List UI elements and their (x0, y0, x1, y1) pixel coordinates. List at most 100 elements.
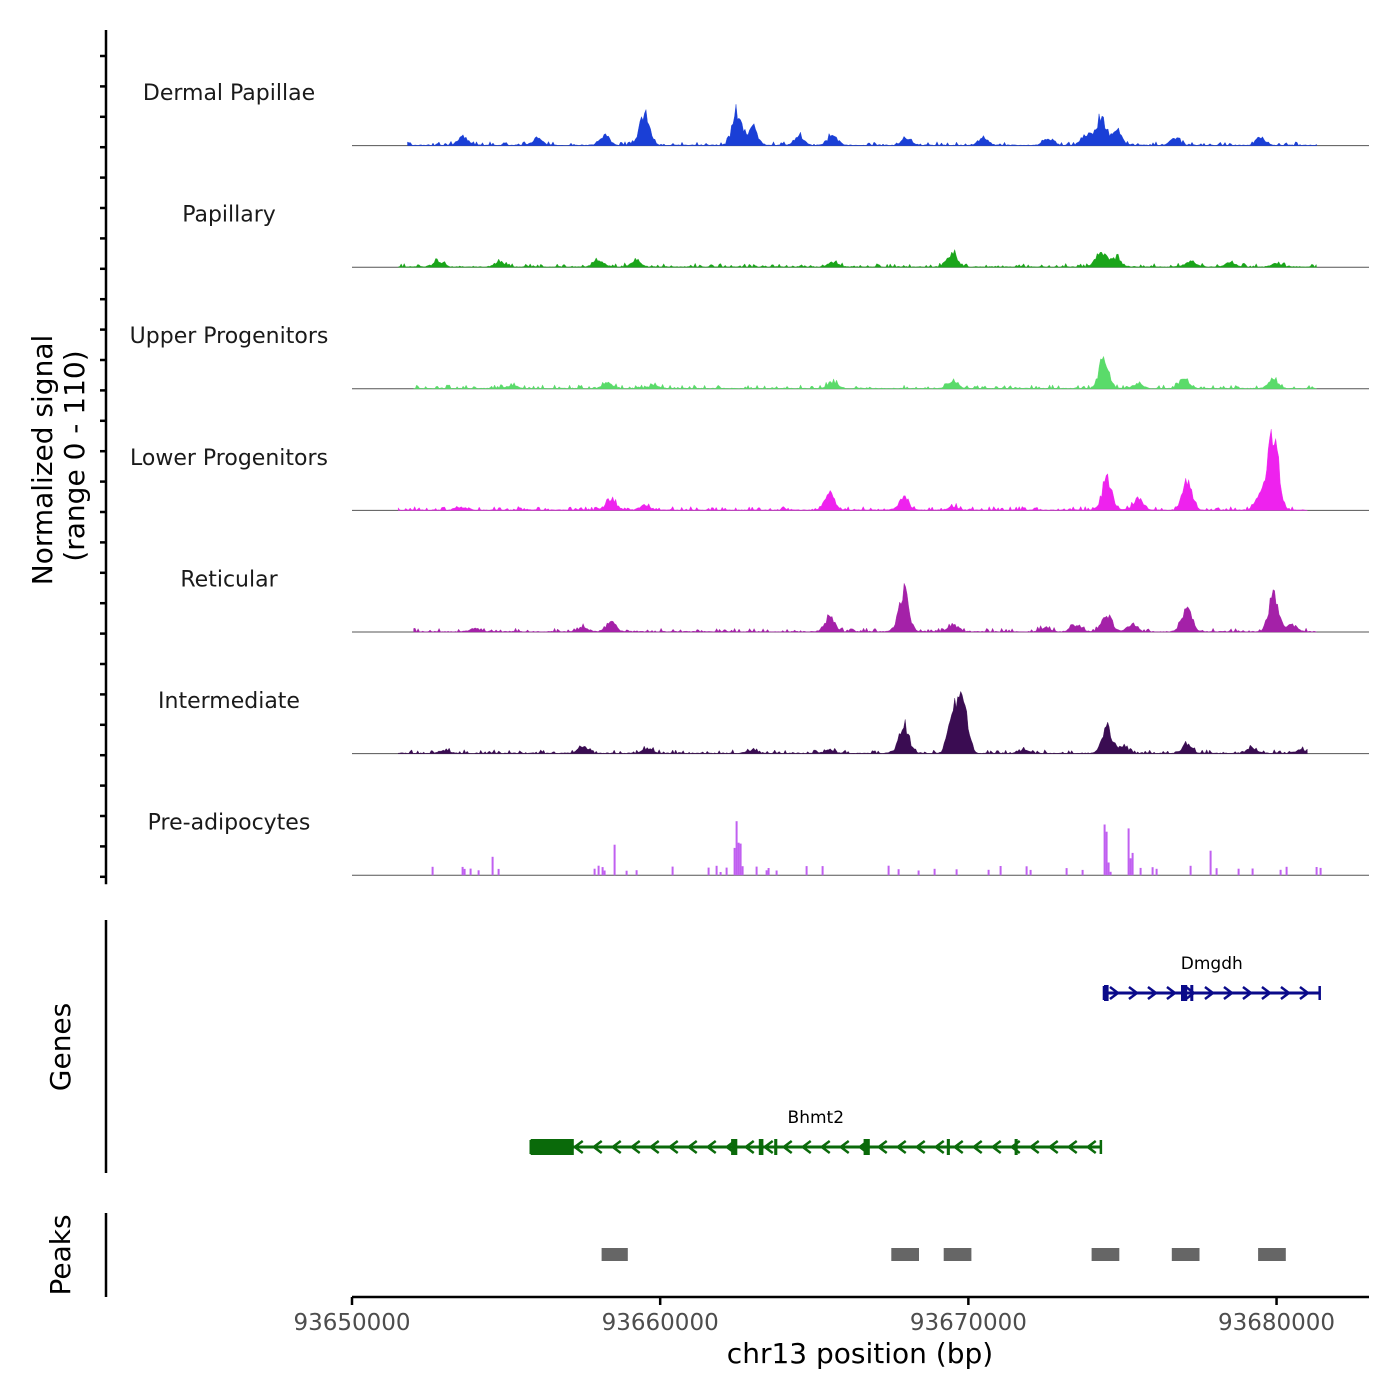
track-label: Reticular (180, 567, 278, 592)
genes-panel-label: Genes (44, 1003, 77, 1091)
peak-region (891, 1248, 919, 1261)
exon (758, 1139, 764, 1155)
strand-arrow (705, 1140, 717, 1154)
track-lower-progenitors: Lower Progenitors (130, 429, 1369, 511)
signal-bar (999, 866, 1002, 876)
strand-arrow (876, 1140, 888, 1154)
x-tick-label: 93650000 (293, 1310, 410, 1336)
signal-bar (775, 870, 778, 876)
gene-models: Dmgdh Bhmt2 (529, 954, 1321, 1155)
x-tick-label: 93670000 (910, 1310, 1027, 1336)
strand-arrow (1204, 986, 1216, 1000)
signal-bar (671, 866, 674, 876)
peak-region (943, 1248, 972, 1261)
signal-bar (491, 856, 494, 876)
signal-area (398, 248, 1317, 268)
exon (946, 1139, 950, 1155)
signal-bar (1319, 867, 1322, 876)
signal-bar (1155, 868, 1158, 876)
exon (530, 1139, 574, 1155)
signal-bar (497, 868, 500, 876)
signal-y-axis (100, 30, 108, 885)
signal-bar (461, 866, 464, 876)
strand-arrow (838, 1140, 850, 1154)
strand-arrow (1028, 1140, 1040, 1154)
track-label: Papillary (182, 203, 276, 228)
gene-dmgdh: Dmgdh (1102, 954, 1321, 1001)
track-reticular: Reticular (180, 567, 1369, 633)
signal-bar (739, 843, 742, 876)
exon (731, 1139, 738, 1155)
signal-bar (821, 866, 824, 876)
signal-bar (613, 844, 616, 876)
exon (1014, 1139, 1018, 1155)
track-label: Pre-adipocytes (148, 811, 311, 836)
signal-bar (1025, 866, 1028, 876)
strand-arrow (743, 1140, 755, 1154)
strand-arrow (762, 1140, 774, 1154)
signal-bar (955, 869, 958, 876)
track-intermediate: Intermediate (158, 689, 1369, 755)
signal-bar (1105, 831, 1108, 876)
strand-arrow (686, 1140, 698, 1154)
peak-regions (601, 1248, 1286, 1261)
peaks-panel-label: Peaks (44, 1214, 77, 1295)
signal-bar (897, 869, 900, 876)
peak-region (1258, 1248, 1286, 1261)
x-axis-ticks: 93650000 93660000 93670000 93680000 (293, 1297, 1335, 1336)
signal-bar (1129, 858, 1132, 876)
signal-bar (1285, 866, 1288, 876)
strand-arrow (1242, 986, 1254, 1000)
strand-arrow (1066, 1140, 1078, 1154)
y-axis-title-line1: Normalized signal (26, 335, 59, 586)
strand-arrow (990, 1140, 1002, 1154)
exon (1104, 985, 1109, 1001)
signal-bar (1189, 865, 1192, 876)
signal-bar (1127, 828, 1130, 876)
peak-region (601, 1248, 628, 1261)
exon (774, 1139, 778, 1155)
exon (1190, 985, 1194, 1001)
strand-arrow (667, 1140, 679, 1154)
signal-bar (1279, 869, 1282, 876)
track-label: Dermal Papillae (143, 81, 315, 106)
signal-area (413, 355, 1317, 390)
strand-arrow (1085, 1140, 1097, 1154)
signal-bar (887, 865, 890, 876)
track-upper-progenitors: Upper Progenitors (130, 324, 1369, 390)
x-tick-label: 93680000 (1218, 1310, 1335, 1336)
peaks-panel: Peaks (44, 1213, 1286, 1297)
exon (1181, 985, 1188, 1001)
strand-arrow (895, 1140, 907, 1154)
signal-area (398, 690, 1308, 755)
signal-bar (601, 867, 604, 876)
strand-arrow (591, 1140, 603, 1154)
strand-arrow (1280, 986, 1292, 1000)
strand-arrow (629, 1140, 641, 1154)
strand-arrow (914, 1140, 926, 1154)
y-axis-title-line2: (range 0 - 110) (58, 350, 91, 561)
signal-bar (463, 868, 466, 876)
signal-area (398, 429, 1308, 511)
strand-arrow (781, 1140, 793, 1154)
gene-label: Bhmt2 (788, 1108, 844, 1128)
track-label: Intermediate (158, 689, 300, 714)
signal-area (413, 583, 1317, 633)
signal-bar (737, 842, 740, 876)
signal-bar (431, 866, 434, 876)
strand-arrow (800, 1140, 812, 1154)
signal-bar (1103, 824, 1106, 876)
signal-bar (603, 870, 606, 876)
signal-bar (755, 866, 758, 876)
signal-bar (1151, 867, 1154, 876)
strand-arrow (1261, 986, 1273, 1000)
strand-arrow (952, 1140, 964, 1154)
track-dermal-papillae: Dermal Papillae (143, 81, 1369, 147)
signal-bar (625, 870, 628, 876)
track-label: Upper Progenitors (130, 324, 329, 349)
strand-arrow (933, 1140, 945, 1154)
signal-bar (933, 868, 936, 876)
signal-bar (1237, 868, 1240, 876)
x-tick-label: 93660000 (602, 1310, 719, 1336)
